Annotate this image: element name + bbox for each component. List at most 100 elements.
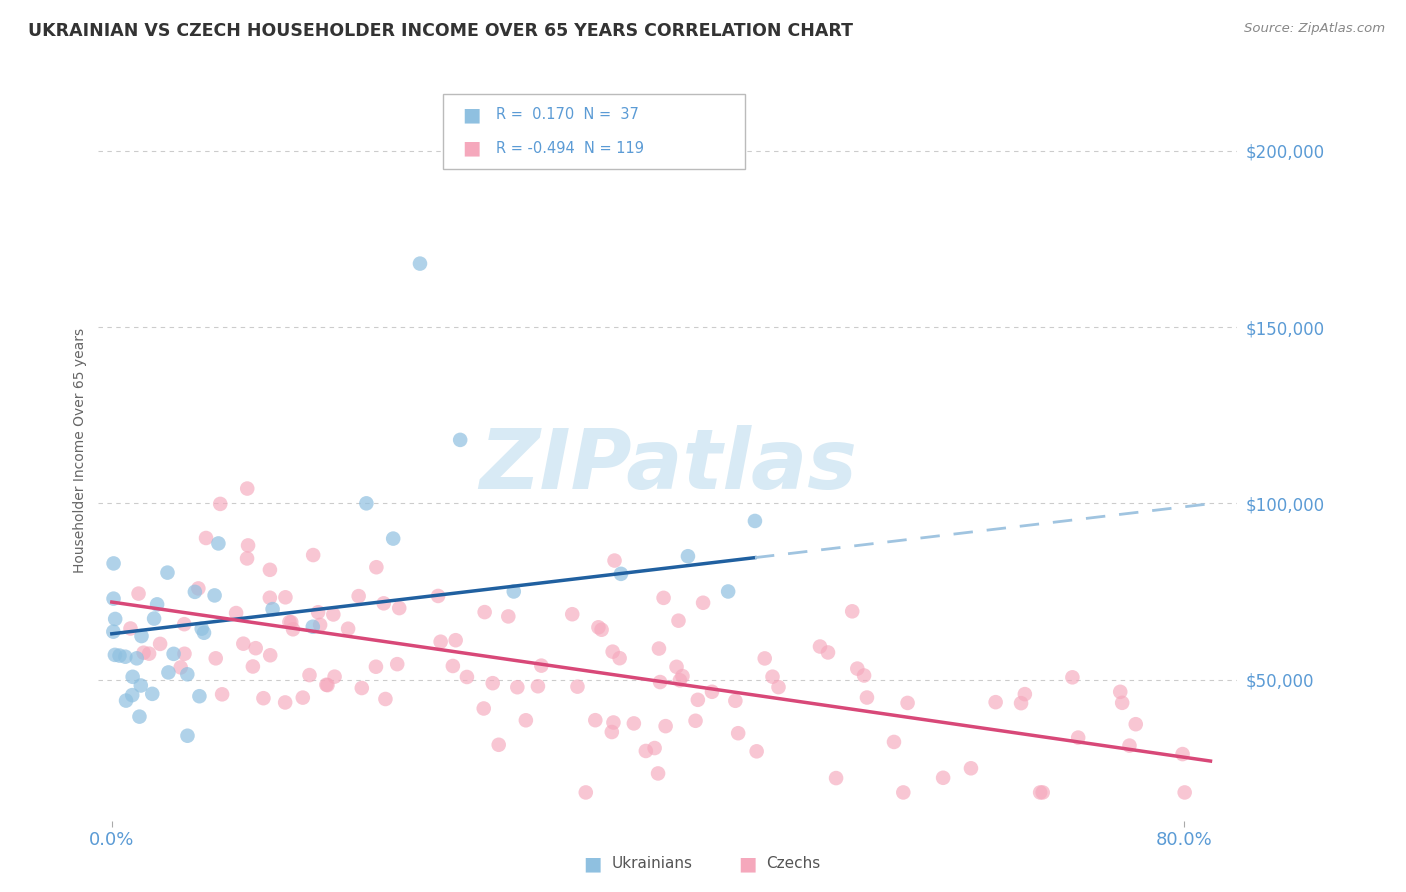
Text: Ukrainians: Ukrainians bbox=[612, 856, 693, 871]
Point bbox=[190, 622, 212, 636]
Point bbox=[162, 647, 184, 661]
Point bbox=[717, 584, 740, 599]
Point bbox=[669, 673, 692, 688]
Point bbox=[173, 647, 195, 661]
Y-axis label: Householder Income Over 65 years: Householder Income Over 65 years bbox=[73, 328, 87, 573]
Point bbox=[121, 670, 143, 684]
Point bbox=[236, 538, 259, 552]
Point bbox=[387, 657, 409, 672]
Point bbox=[121, 688, 143, 702]
Point bbox=[104, 648, 127, 662]
Point bbox=[382, 532, 405, 546]
Point bbox=[187, 582, 209, 596]
Point bbox=[441, 659, 464, 673]
Point bbox=[644, 741, 666, 756]
Point bbox=[488, 738, 510, 752]
Point bbox=[103, 591, 125, 606]
Point bbox=[176, 667, 198, 681]
Point bbox=[366, 560, 388, 574]
Point bbox=[280, 615, 302, 630]
Point bbox=[125, 651, 148, 665]
Point bbox=[700, 685, 723, 699]
Point bbox=[817, 645, 839, 659]
Text: Source: ZipAtlas.com: Source: ZipAtlas.com bbox=[1244, 22, 1385, 36]
Point bbox=[754, 651, 776, 665]
Point bbox=[1032, 785, 1054, 799]
Point bbox=[301, 620, 323, 634]
Point bbox=[309, 618, 332, 632]
Point bbox=[225, 606, 247, 620]
Point bbox=[195, 531, 218, 545]
Point bbox=[307, 605, 329, 619]
Point bbox=[897, 696, 920, 710]
Point bbox=[1029, 785, 1052, 799]
Point bbox=[356, 496, 378, 510]
Point bbox=[302, 548, 325, 562]
Point bbox=[602, 645, 624, 659]
Point bbox=[204, 589, 226, 603]
Point bbox=[103, 624, 125, 639]
Text: ■: ■ bbox=[463, 105, 481, 124]
Point bbox=[120, 622, 142, 636]
Point bbox=[575, 785, 598, 799]
Point bbox=[388, 601, 411, 615]
Point bbox=[744, 514, 766, 528]
Point bbox=[891, 785, 914, 799]
Point bbox=[1014, 687, 1036, 701]
Point bbox=[129, 679, 152, 693]
Point bbox=[648, 675, 671, 690]
Point bbox=[188, 690, 211, 704]
Point bbox=[1010, 696, 1032, 710]
Point bbox=[456, 670, 478, 684]
Point bbox=[193, 625, 215, 640]
Point bbox=[634, 744, 657, 758]
Point bbox=[143, 611, 166, 625]
Point bbox=[768, 680, 790, 694]
Point bbox=[600, 725, 623, 739]
Point bbox=[252, 691, 274, 706]
Point bbox=[337, 622, 360, 636]
Point bbox=[745, 744, 768, 758]
Point bbox=[108, 648, 131, 663]
Point bbox=[603, 553, 626, 567]
Point bbox=[315, 678, 337, 692]
Point bbox=[1171, 747, 1194, 761]
Point bbox=[374, 692, 396, 706]
Point bbox=[373, 596, 395, 610]
Point bbox=[692, 596, 714, 610]
Point bbox=[825, 771, 848, 785]
Point bbox=[156, 566, 179, 580]
Point bbox=[274, 591, 297, 605]
Point bbox=[141, 687, 163, 701]
Point bbox=[259, 648, 281, 663]
Text: UKRAINIAN VS CZECH HOUSEHOLDER INCOME OVER 65 YEARS CORRELATION CHART: UKRAINIAN VS CZECH HOUSEHOLDER INCOME OV… bbox=[28, 22, 853, 40]
Point bbox=[146, 598, 169, 612]
Point bbox=[211, 687, 233, 701]
Point bbox=[932, 771, 955, 785]
Text: R =  0.170  N =  37: R = 0.170 N = 37 bbox=[496, 107, 640, 122]
Point bbox=[856, 690, 879, 705]
Point bbox=[685, 714, 707, 728]
Point bbox=[506, 680, 529, 694]
Point bbox=[530, 658, 553, 673]
Point bbox=[474, 605, 496, 619]
Point bbox=[281, 622, 304, 636]
Point bbox=[883, 735, 905, 749]
Point bbox=[602, 715, 624, 730]
Text: ■: ■ bbox=[583, 854, 602, 873]
Point bbox=[149, 637, 172, 651]
Point bbox=[104, 612, 127, 626]
Point bbox=[128, 709, 150, 723]
Point bbox=[498, 609, 520, 624]
Point bbox=[647, 766, 669, 780]
Point bbox=[316, 678, 339, 692]
Point bbox=[232, 637, 254, 651]
Point bbox=[170, 660, 193, 674]
Point bbox=[676, 549, 699, 564]
Point bbox=[184, 585, 207, 599]
Point bbox=[652, 591, 675, 605]
Point bbox=[567, 680, 589, 694]
Text: ZIPatlas: ZIPatlas bbox=[479, 425, 856, 506]
Point bbox=[724, 694, 747, 708]
Point bbox=[274, 695, 297, 709]
